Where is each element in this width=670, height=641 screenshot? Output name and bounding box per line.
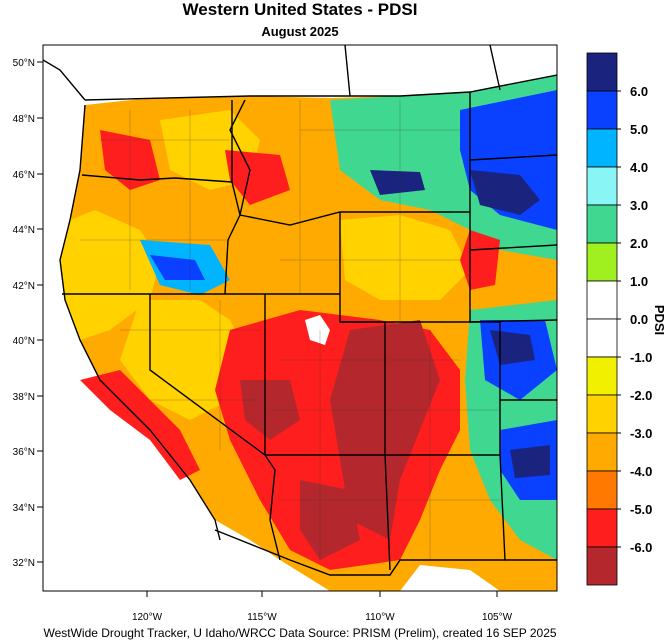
colorbar-swatch <box>586 546 618 586</box>
colorbar-swatch <box>586 318 618 358</box>
lat-tick-label: 48°N <box>13 114 35 125</box>
lat-tick-label: 34°N <box>13 503 35 514</box>
colorbar-label: 5.0 <box>630 122 648 137</box>
map-frame <box>42 44 558 592</box>
lat-tick-label: 50°N <box>13 58 35 69</box>
colorbar-label: -6.0 <box>630 540 652 555</box>
colorbar-swatch <box>586 470 618 510</box>
lon-tick-label: 120°W <box>132 612 163 623</box>
map-footer: WestWide Drought Tracker, U Idaho/WRCC D… <box>43 626 557 640</box>
longitude-ticks: 120°W 115°W 110°W 105°W <box>132 591 513 623</box>
pdsi-raster <box>60 75 557 591</box>
colorbar-swatch <box>586 242 618 282</box>
legend-title: PDSI <box>652 305 667 335</box>
lat-tick-label: 36°N <box>13 447 35 458</box>
lon-tick-label: 110°W <box>365 612 395 623</box>
colorbar-swatch <box>586 52 618 92</box>
lat-tick-label: 44°N <box>13 225 35 236</box>
colorbar-swatch <box>586 508 618 548</box>
colorbar-label: 1.0 <box>630 274 648 289</box>
colorbar-label: 4.0 <box>630 160 648 175</box>
map-subtitle: August 2025 <box>261 24 339 39</box>
lat-tick-label: 42°N <box>13 281 35 292</box>
lon-tick-label: 115°W <box>247 612 277 623</box>
county-boundaries <box>80 100 500 560</box>
colorbar-label: -1.0 <box>630 350 652 365</box>
colorbar-label: 0.0 <box>630 312 648 327</box>
colorbar-swatch <box>586 204 618 244</box>
colorbar-label: -3.0 <box>630 426 652 441</box>
lat-tick-label: 46°N <box>13 170 35 181</box>
latitude-ticks: 50°N 48°N 46°N 44°N 42°N 40°N 38°N 36°N 34°N 32°N <box>13 58 43 569</box>
pdsi-colorbar: 6.0 5.0 4.0 3.0 2.0 1.0 0.0 -1.0 -2.0 -3.0 -4.0 -5.… <box>586 52 652 586</box>
colorbar-swatch <box>586 394 618 434</box>
map-title: Western United States - PDSI <box>182 0 418 19</box>
colorbar-swatch <box>586 432 618 472</box>
colorbar-swatch <box>586 280 618 320</box>
colorbar-swatch <box>586 356 618 396</box>
colorbar-label: -2.0 <box>630 388 652 403</box>
colorbar-label: -5.0 <box>630 502 652 517</box>
colorbar-label: 6.0 <box>630 84 648 99</box>
colorbar-swatch <box>586 90 618 130</box>
colorbar-label: 3.0 <box>630 198 648 213</box>
state-boundaries <box>43 45 557 576</box>
colorbar-swatch <box>586 166 618 206</box>
lat-tick-label: 38°N <box>13 392 35 403</box>
colorbar-label: 2.0 <box>630 236 648 251</box>
colorbar-label: -4.0 <box>630 464 652 479</box>
colorbar-swatch <box>586 128 618 168</box>
lon-tick-label: 105°W <box>482 612 513 623</box>
lat-tick-label: 32°N <box>13 558 35 569</box>
lat-tick-label: 40°N <box>13 336 35 347</box>
